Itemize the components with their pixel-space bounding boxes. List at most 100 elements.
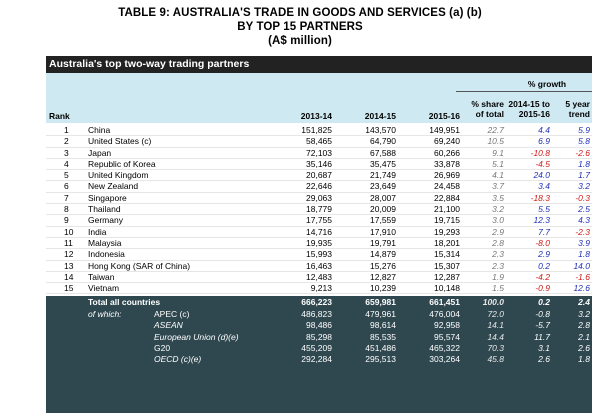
value-2014-15: 479,961 (365, 309, 396, 319)
country-cell: United Kingdom (88, 170, 149, 181)
growth-5yr-cell: 1.8 (578, 249, 590, 260)
value-2013-14: 14,716 (306, 226, 332, 237)
rank-cell: 2 (64, 136, 69, 147)
country-cell: Malaysia (88, 237, 122, 248)
table-row: 5 United Kingdom 20,687 21,749 26,969 4.1 24.0… (46, 170, 592, 182)
group-row: OECD (c)(e) 292,284 295,513 303,264 45.8 2.6 1… (46, 354, 592, 365)
value-2013-14: 12,483 (306, 271, 332, 282)
growth-1yr-cell: 3.4 (538, 181, 550, 192)
rank-cell: 1 (64, 125, 69, 135)
value-2013-14: 486,823 (301, 309, 332, 319)
growth-5yr-cell: 4.3 (578, 215, 590, 226)
growth-1yr-cell: 0.2 (538, 260, 550, 271)
growth-1yr-cell: -0.9 (535, 283, 550, 294)
value-2014-15: 98,614 (370, 320, 396, 331)
growth-5yr-cell: 3.9 (578, 237, 590, 248)
growth-1yr-cell: 4.4 (538, 125, 550, 135)
rank-cell: 7 (64, 192, 69, 203)
value-2014-15: 17,559 (370, 215, 396, 226)
value-2013-14: 58,465 (306, 136, 332, 147)
growth-1yr-cell: -5.7 (535, 320, 550, 331)
value-2013-14: 35,146 (306, 158, 332, 169)
share-cell: 3.0 (492, 215, 504, 226)
value-2014-15: 12,827 (370, 271, 396, 282)
value-2013-14: 292,284 (301, 354, 332, 365)
value-2015-16: 149,951 (429, 125, 460, 135)
share-cell: 14.4 (487, 331, 504, 342)
share-cell: 3.7 (492, 181, 504, 192)
of-which-label: of which: (88, 309, 122, 319)
value-2013-14: 72,103 (306, 147, 332, 158)
table-row: 4 Republic of Korea 35,146 35,475 33,878 5.1 -… (46, 158, 592, 171)
year-header-2015-16: 2015-16 (428, 111, 460, 121)
growth-5yr-cell: 2.1 (578, 331, 590, 342)
share-cell: 3.5 (492, 192, 504, 203)
growth-1yr-cell: -10.8 (530, 147, 550, 158)
value-2014-15: 67,588 (370, 147, 396, 158)
rank-cell: 3 (64, 147, 69, 158)
value-2015-16: 303,264 (429, 354, 460, 365)
growth-5yr-cell: 14.0 (573, 260, 590, 271)
share-cell: 1.9 (492, 271, 504, 282)
growth-1yr-cell: -0.8 (535, 309, 550, 319)
value-2013-14: 98,486 (306, 320, 332, 331)
value-2014-15: 21,749 (370, 170, 396, 181)
group-row: of which: APEC (c) 486,823 479,961 476,004 72… (46, 309, 592, 320)
value-2015-16: 24,458 (434, 181, 460, 192)
value-2013-14: 17,755 (306, 215, 332, 226)
value-2014-15: 295,513 (365, 354, 396, 365)
growth-5yr-cell: 2.6 (578, 342, 590, 353)
value-2013-14: 22,646 (306, 181, 332, 192)
rank-cell: 6 (64, 181, 69, 192)
country-cell: Japan (88, 147, 112, 158)
value-2014-15: 35,475 (370, 158, 396, 169)
value-2015-16: 92,958 (434, 320, 460, 331)
value-2015-16: 69,240 (434, 136, 460, 147)
rank-cell: 5 (64, 170, 69, 181)
share-cell: 70.3 (487, 342, 504, 353)
growth-1yr-cell: 24.0 (533, 170, 550, 181)
value-2015-16: 15,314 (434, 249, 460, 260)
value-2013-14: 16,463 (306, 260, 332, 271)
group-name-cell: OECD (c)(e) (154, 354, 202, 365)
year-header-2013-14: 2013-14 (300, 111, 332, 121)
value-2014-15: 15,276 (370, 260, 396, 271)
share-cell: 4.1 (492, 170, 504, 181)
country-cell: Vietnam (88, 283, 120, 294)
year-header-2014-15: 2014-15 (364, 111, 396, 121)
value-2013-14: 15,993 (306, 249, 332, 260)
share-cell: 3.2 (492, 204, 504, 215)
growth-5yr-cell: 5.8 (578, 136, 590, 147)
country-cell: Indonesia (88, 249, 125, 260)
rank-cell: 15 (64, 283, 74, 294)
value-2015-16: 22,884 (434, 192, 460, 203)
growth-5yr-cell: -0.3 (575, 192, 590, 203)
value-2013-14: 29,063 (306, 192, 332, 203)
share-cell: 45.8 (487, 354, 504, 365)
growth-1yr-cell: 5.5 (538, 204, 550, 215)
rank-header: Rank (49, 111, 70, 121)
country-cell: United States (c) (88, 136, 152, 147)
growth-divider (456, 91, 592, 92)
growth-1yr-cell: 2.9 (538, 249, 550, 260)
value-2015-16: 26,969 (434, 170, 460, 181)
value-2015-16: 60,266 (434, 147, 460, 158)
share-header: % share of total (471, 99, 504, 119)
total-row: Total all countries 666,223 659,981 661,… (88, 297, 590, 307)
value-2014-15: 23,649 (370, 181, 396, 192)
value-2014-15: 64,790 (370, 136, 396, 147)
section-header: Australia's top two-way trading partners (46, 56, 592, 73)
table-row: 2 United States (c) 58,465 64,790 69,240 10.5… (46, 136, 592, 148)
growth-5yr-cell: 3.2 (578, 181, 590, 192)
country-cell: Hong Kong (SAR of China) (88, 260, 191, 271)
rank-cell: 9 (64, 215, 69, 226)
country-cell: Republic of Korea (88, 158, 156, 169)
growth-1yr-cell: -18.3 (530, 192, 550, 203)
table-row: 9 Germany 17,755 17,559 19,715 3.0 12.3 4.3 (46, 215, 592, 227)
group-row: G20 455,209 451,486 465,322 70.3 3.1 2.6 (46, 343, 592, 354)
value-2014-15: 451,486 (365, 342, 396, 353)
share-cell: 2.3 (492, 260, 504, 271)
value-2013-14: 9,213 (310, 283, 332, 294)
growth-1yr-cell: 7.7 (538, 226, 550, 237)
country-cell: China (88, 125, 111, 135)
